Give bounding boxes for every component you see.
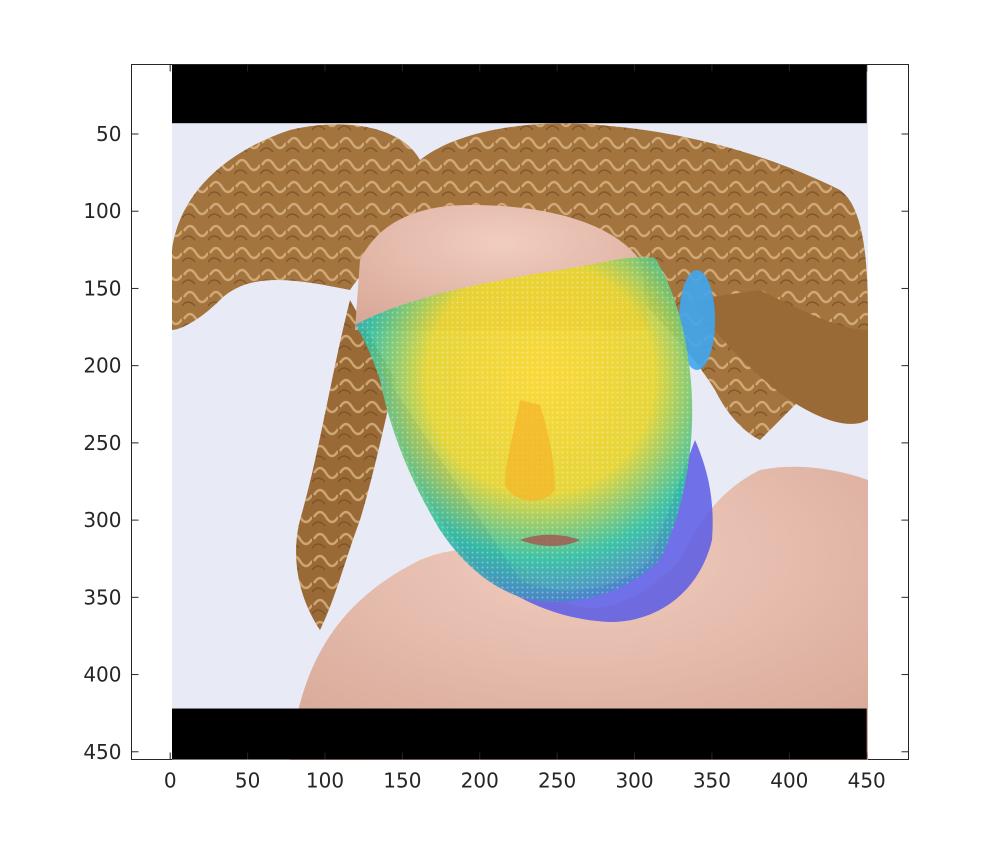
mesh-nose (505, 400, 555, 501)
x-tick-label-200: 200 (461, 769, 499, 793)
y-tick-label-150: 150 (83, 276, 121, 300)
y-tick-label-200: 200 (83, 354, 121, 378)
x-tick-label-0: 0 (164, 769, 177, 793)
face-photo (172, 65, 868, 760)
x-tick-label-150: 150 (383, 769, 421, 793)
y-tick-label-250: 250 (83, 431, 121, 455)
x-tick-label-400: 400 (770, 769, 808, 793)
mesh-overlay (355, 257, 715, 622)
x-tick-label-300: 300 (615, 769, 653, 793)
letterbox-top (172, 65, 867, 124)
y-tick-label-50: 50 (96, 122, 121, 146)
y-tick-label-350: 350 (83, 585, 121, 609)
x-tick-label-100: 100 (306, 769, 344, 793)
x-tick-label-250: 250 (538, 769, 576, 793)
y-tick-label-450: 450 (83, 740, 121, 764)
lips (520, 534, 580, 546)
mesh-ear (679, 270, 715, 370)
x-tick-label-350: 350 (693, 769, 731, 793)
y-axis: 50 100 150 200 250 300 350 400 450 (83, 122, 909, 764)
hair (172, 123, 868, 630)
x-tick-label-450: 450 (848, 769, 886, 793)
y-tick-label-100: 100 (83, 199, 121, 223)
letterbox-bottom (172, 708, 867, 760)
y-tick-label-300: 300 (83, 508, 121, 532)
x-tick-label-50: 50 (235, 769, 260, 793)
x-axis: 0 50 100 150 200 250 300 350 400 450 (164, 64, 886, 793)
y-tick-label-400: 400 (83, 663, 121, 687)
